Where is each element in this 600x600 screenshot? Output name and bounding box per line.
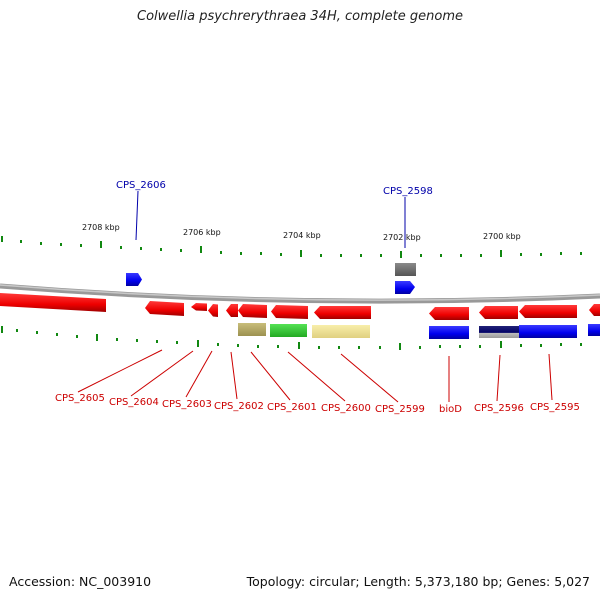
label-cps-2602[interactable]: CPS_2602 xyxy=(214,401,264,412)
bottom-leader-lines xyxy=(77,349,553,403)
label-cps-2606[interactable]: CPS_2606 xyxy=(116,180,166,191)
label-cps-2604[interactable]: CPS_2604 xyxy=(109,397,159,408)
genome-backbone-highlight xyxy=(0,284,600,301)
track-yellow[interactable] xyxy=(312,325,370,338)
label-cps-2601[interactable]: CPS_2601 xyxy=(267,402,317,413)
top-leader-lines xyxy=(135,190,406,248)
gene-cps-2606[interactable] xyxy=(126,273,142,286)
track-blue-2595[interactable] xyxy=(519,325,577,338)
gene-cps-2605[interactable] xyxy=(0,293,106,312)
gene-biod[interactable] xyxy=(429,307,469,320)
gene-cps-2602b[interactable] xyxy=(226,304,238,317)
coord-label-2702: 2702 kbp xyxy=(383,233,421,242)
genome-backbone xyxy=(0,283,600,304)
map-title: Colwellia psychrerythraea 34H, complete … xyxy=(137,9,463,24)
topology-summary: Topology: circular; Length: 5,373,180 bp… xyxy=(246,574,590,589)
coord-label-2700: 2700 kbp xyxy=(483,232,521,241)
feature-gray-upper[interactable] xyxy=(395,263,416,276)
gene-cps-2602a[interactable] xyxy=(208,304,218,317)
label-cps-2599[interactable]: CPS_2599 xyxy=(375,404,425,415)
gene-cps-2599[interactable] xyxy=(314,306,371,319)
coord-label-2704: 2704 kbp xyxy=(283,231,321,240)
track-blue-biod[interactable] xyxy=(429,326,469,339)
gene-cps-2601[interactable] xyxy=(238,304,267,318)
gene-cps-2596[interactable] xyxy=(479,306,518,319)
label-cps-2598[interactable]: CPS_2598 xyxy=(383,186,433,197)
gene-cps-2603[interactable] xyxy=(191,303,207,311)
gene-cps-2600[interactable] xyxy=(271,305,308,319)
track-blue-edge[interactable] xyxy=(588,324,600,336)
gene-cps-2595[interactable] xyxy=(519,305,577,318)
track-navy[interactable] xyxy=(479,326,519,338)
coord-label-2706: 2706 kbp xyxy=(183,228,221,237)
track-olive[interactable] xyxy=(238,323,266,336)
label-cps-2605[interactable]: CPS_2605 xyxy=(55,393,105,404)
label-cps-2600[interactable]: CPS_2600 xyxy=(321,403,371,414)
label-cps-2603[interactable]: CPS_2603 xyxy=(162,399,212,410)
coord-label-2708: 2708 kbp xyxy=(82,223,120,232)
label-cps-2595[interactable]: CPS_2595 xyxy=(530,402,580,413)
gene-cps-2598[interactable] xyxy=(395,281,415,294)
accession-text: Accession: NC_003910 xyxy=(9,574,152,589)
gene-cps-2604[interactable] xyxy=(145,301,184,316)
track-green[interactable] xyxy=(270,324,307,337)
label-cps-2596[interactable]: CPS_2596 xyxy=(474,403,524,414)
gene-right-edge[interactable] xyxy=(589,304,600,316)
lower-ticks xyxy=(1,326,582,350)
upper-ticks xyxy=(1,236,582,258)
label-biod[interactable]: bioD xyxy=(439,404,462,415)
